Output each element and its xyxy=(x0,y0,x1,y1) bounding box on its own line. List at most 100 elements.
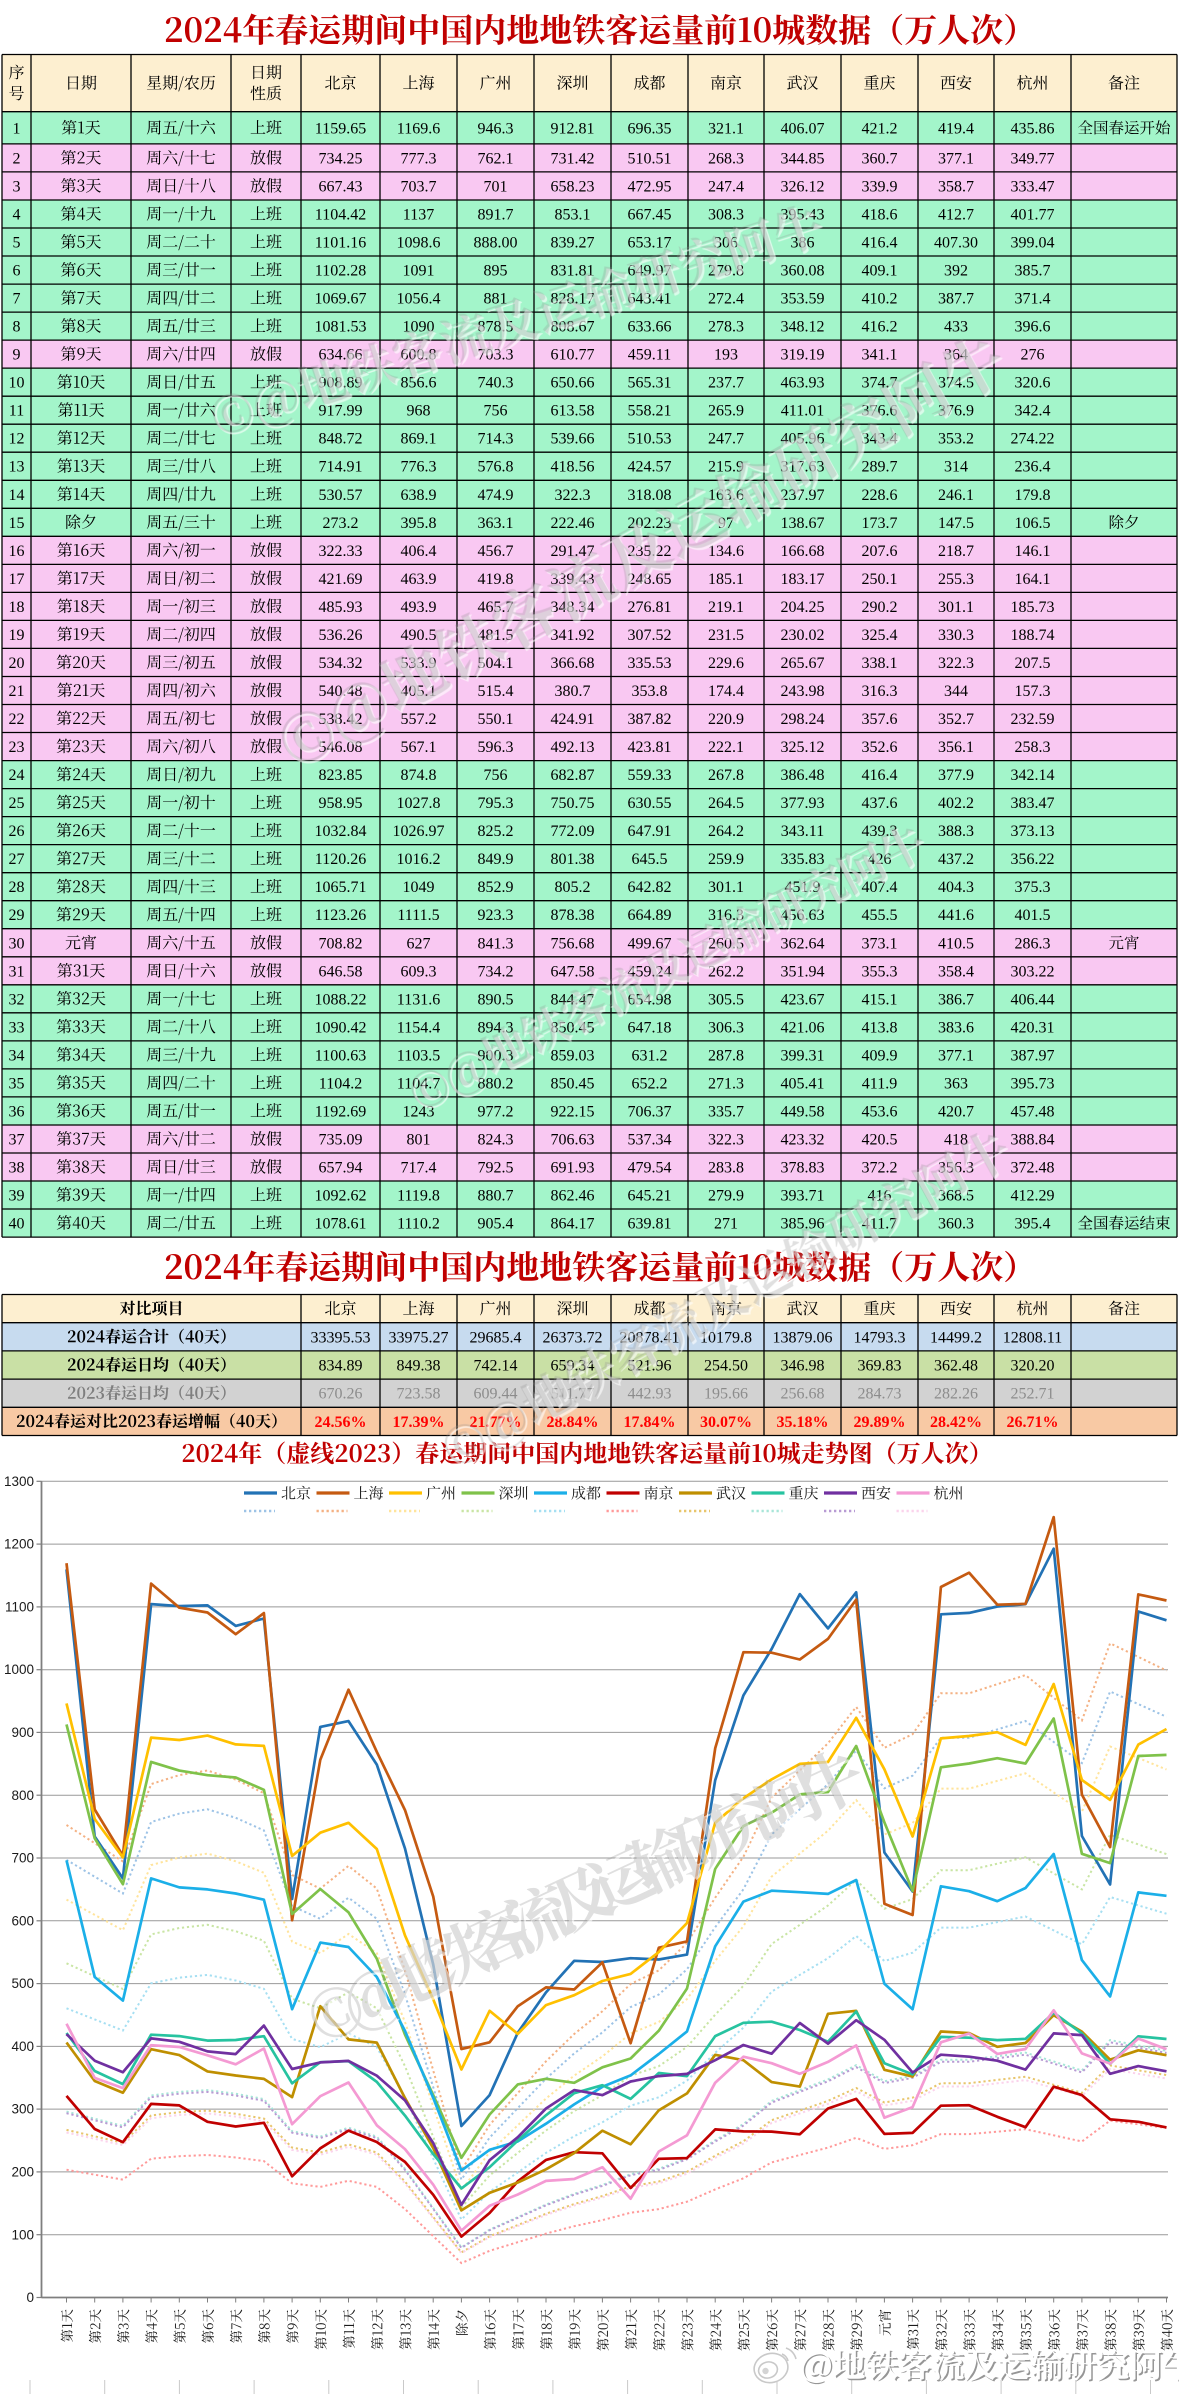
svg-text:373.1: 373.1 xyxy=(862,935,898,952)
svg-text:424.91: 424.91 xyxy=(551,711,595,728)
svg-text:262.2: 262.2 xyxy=(708,963,744,980)
svg-text:968: 968 xyxy=(407,403,431,420)
svg-text:1016.2: 1016.2 xyxy=(397,851,441,868)
svg-text:609.3: 609.3 xyxy=(401,963,437,980)
svg-text:714.3: 714.3 xyxy=(478,431,514,448)
svg-text:852.9: 852.9 xyxy=(478,879,514,896)
svg-text:385.7: 385.7 xyxy=(1015,263,1051,280)
svg-text:188.74: 188.74 xyxy=(1011,627,1055,644)
svg-text:880.2: 880.2 xyxy=(478,1075,514,1092)
svg-text:420.7: 420.7 xyxy=(938,1103,974,1120)
svg-text:416.4: 416.4 xyxy=(862,767,898,784)
svg-text:869.1: 869.1 xyxy=(401,431,437,448)
svg-text:645.5: 645.5 xyxy=(632,851,668,868)
svg-text:905.4: 905.4 xyxy=(478,1216,514,1233)
svg-text:236.4: 236.4 xyxy=(1015,459,1051,476)
svg-text:423.67: 423.67 xyxy=(781,991,825,1008)
svg-text:1104.42: 1104.42 xyxy=(315,207,366,224)
svg-text:287.8: 287.8 xyxy=(708,1047,744,1064)
svg-text:419.4: 419.4 xyxy=(938,120,974,137)
svg-text:1169.6: 1169.6 xyxy=(397,120,440,137)
svg-text:1049: 1049 xyxy=(403,879,435,896)
svg-text:300: 300 xyxy=(11,2102,34,2117)
svg-text:274.22: 274.22 xyxy=(1011,431,1055,448)
svg-text:258.3: 258.3 xyxy=(1015,739,1051,756)
svg-text:7: 7 xyxy=(13,291,21,308)
svg-text:639.81: 639.81 xyxy=(628,1216,672,1233)
svg-text:696.35: 696.35 xyxy=(628,120,672,137)
svg-text:912.81: 912.81 xyxy=(551,120,595,137)
svg-text:28.42%: 28.42% xyxy=(930,1414,982,1431)
svg-text:406.07: 406.07 xyxy=(781,120,825,137)
svg-text:824.3: 824.3 xyxy=(478,1132,514,1149)
svg-text:557.2: 557.2 xyxy=(401,711,437,728)
svg-text:330.3: 330.3 xyxy=(938,627,974,644)
svg-text:363.1: 363.1 xyxy=(478,515,514,532)
svg-text:271.3: 271.3 xyxy=(708,1075,744,1092)
svg-text:237.97: 237.97 xyxy=(781,487,825,504)
svg-text:388.84: 388.84 xyxy=(1011,1132,1055,1149)
svg-text:437.2: 437.2 xyxy=(938,851,974,868)
svg-text:355.3: 355.3 xyxy=(862,963,898,980)
svg-text:400: 400 xyxy=(11,2039,34,2054)
svg-text:839.27: 839.27 xyxy=(551,235,595,252)
svg-text:881: 881 xyxy=(484,291,508,308)
svg-text:415.1: 415.1 xyxy=(862,991,898,1008)
svg-text:157.3: 157.3 xyxy=(1015,683,1051,700)
svg-text:420.5: 420.5 xyxy=(862,1132,898,1149)
svg-text:1110.2: 1110.2 xyxy=(397,1216,440,1233)
svg-text:825.2: 825.2 xyxy=(478,823,514,840)
svg-text:567.1: 567.1 xyxy=(401,739,437,756)
svg-text:385.96: 385.96 xyxy=(781,1216,825,1233)
svg-text:272.4: 272.4 xyxy=(708,291,744,308)
svg-text:714.91: 714.91 xyxy=(319,459,363,476)
svg-text:33975.27: 33975.27 xyxy=(389,1329,449,1346)
svg-text:762.1: 762.1 xyxy=(478,150,514,167)
svg-text:890.5: 890.5 xyxy=(478,991,514,1008)
svg-text:147.5: 147.5 xyxy=(938,515,974,532)
svg-text:30: 30 xyxy=(9,935,25,952)
svg-text:321.1: 321.1 xyxy=(708,120,744,137)
svg-text:8: 8 xyxy=(13,319,21,336)
svg-text:344: 344 xyxy=(944,683,968,700)
svg-text:29: 29 xyxy=(9,907,25,924)
svg-text:166.68: 166.68 xyxy=(781,543,825,560)
svg-text:264.5: 264.5 xyxy=(708,795,744,812)
svg-text:278.3: 278.3 xyxy=(708,319,744,336)
svg-text:667.43: 667.43 xyxy=(319,178,363,195)
svg-text:286.3: 286.3 xyxy=(1015,935,1051,952)
svg-text:13: 13 xyxy=(9,459,25,476)
svg-text:134.6: 134.6 xyxy=(708,543,744,560)
svg-text:1000: 1000 xyxy=(4,1662,34,1677)
svg-text:530.57: 530.57 xyxy=(319,487,363,504)
svg-text:449.58: 449.58 xyxy=(781,1103,825,1120)
svg-text:346.98: 346.98 xyxy=(781,1358,825,1375)
svg-text:289.7: 289.7 xyxy=(862,459,898,476)
svg-text:423.81: 423.81 xyxy=(628,739,672,756)
svg-text:222.46: 222.46 xyxy=(551,515,595,532)
svg-text:392: 392 xyxy=(944,263,968,280)
svg-text:371.4: 371.4 xyxy=(1015,291,1051,308)
svg-text:9: 9 xyxy=(13,347,21,364)
svg-text:26373.72: 26373.72 xyxy=(543,1329,603,1346)
svg-text:314: 314 xyxy=(944,459,968,476)
svg-text:10179.8: 10179.8 xyxy=(700,1329,752,1346)
svg-text:894.3: 894.3 xyxy=(478,1019,514,1036)
svg-text:318.08: 318.08 xyxy=(628,487,672,504)
svg-text:284.73: 284.73 xyxy=(858,1386,902,1403)
svg-text:307.52: 307.52 xyxy=(628,627,672,644)
svg-text:207.6: 207.6 xyxy=(862,543,898,560)
svg-text:559.33: 559.33 xyxy=(628,767,672,784)
svg-text:667.45: 667.45 xyxy=(628,207,672,224)
svg-text:463.93: 463.93 xyxy=(781,375,825,392)
svg-text:276: 276 xyxy=(1021,347,1045,364)
svg-text:207.5: 207.5 xyxy=(1015,655,1051,672)
svg-text:366.68: 366.68 xyxy=(551,655,595,672)
svg-text:633.66: 633.66 xyxy=(628,319,672,336)
svg-text:401.77: 401.77 xyxy=(1011,207,1055,224)
svg-text:1119.8: 1119.8 xyxy=(397,1188,440,1205)
svg-text:228.6: 228.6 xyxy=(862,487,898,504)
svg-text:411.9: 411.9 xyxy=(862,1075,897,1092)
svg-text:610.77: 610.77 xyxy=(551,347,595,364)
svg-text:723.58: 723.58 xyxy=(397,1386,441,1403)
